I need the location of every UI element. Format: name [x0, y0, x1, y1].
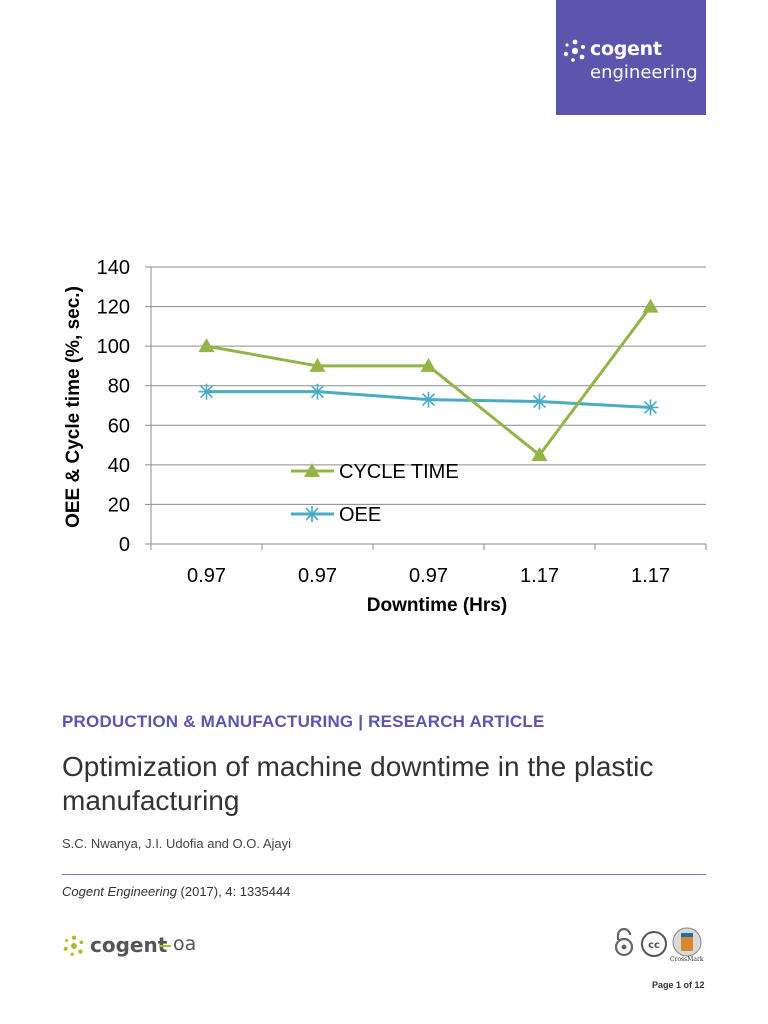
citation-details: (2017), 4: 1335444	[176, 884, 291, 899]
divider	[62, 874, 706, 875]
journal-brand-box: cogent engineering	[556, 0, 706, 115]
crossmark-icon[interactable]	[672, 927, 702, 957]
data-point	[642, 399, 659, 416]
x-tick-label: 1.17	[631, 565, 670, 587]
crossmark-label: CrossMark	[670, 956, 704, 963]
journal-name: Cogent Engineering	[62, 884, 177, 899]
article-authors: S.C. Nwanya, J.I. Udofia and O.O. Ajayi	[62, 836, 292, 851]
brand-subname: engineering	[590, 62, 698, 83]
data-point	[198, 338, 215, 353]
data-point	[309, 383, 326, 400]
data-point	[642, 298, 659, 313]
svg-text:cc: cc	[648, 940, 660, 951]
chart-series	[198, 298, 659, 461]
data-point	[198, 383, 215, 400]
chart-y-axis-label: OEE & Cycle time (%, sec.)	[63, 286, 84, 528]
brand-name: cogent	[590, 38, 662, 60]
y-tick-label: 20	[108, 494, 130, 516]
page-number: Page 1 of 12	[652, 980, 705, 990]
y-tick-label: 100	[97, 336, 130, 358]
series-line	[206, 305, 652, 458]
article-category: PRODUCTION & MANUFACTURING | RESEARCH AR…	[62, 712, 545, 731]
cogent-logo-icon	[563, 39, 585, 62]
data-point	[420, 357, 437, 372]
chart-gridlines	[151, 266, 706, 505]
creative-commons-icon[interactable]: cc	[640, 930, 668, 958]
data-point	[309, 357, 326, 372]
chart-x-axis-label: Downtime (Hrs)	[367, 595, 507, 616]
y-tick-label: 140	[97, 257, 130, 279]
data-point	[531, 393, 548, 410]
chart-axes: 0 20 40 60 80 100 120 140 0.97 0.97 0.97 1.17 1.17	[97, 257, 707, 587]
y-tick-label: 40	[108, 455, 130, 477]
x-tick-label: 1.17	[520, 565, 559, 587]
footer-brand-name: cogent	[90, 933, 168, 957]
cogent-oa-logo-icon	[63, 935, 84, 956]
legend-label: CYCLE TIME	[339, 461, 459, 483]
data-point	[531, 446, 548, 461]
y-tick-label: 0	[119, 534, 130, 556]
x-tick-label: 0.97	[409, 565, 448, 587]
x-tick-label: 0.97	[298, 565, 337, 587]
x-tick-label: 0.97	[187, 565, 226, 587]
open-access-icon[interactable]	[612, 928, 636, 958]
data-point	[420, 391, 437, 408]
footer-brand-suffix: oa	[173, 933, 197, 955]
y-tick-label: 120	[97, 297, 130, 319]
footer-brand-dash	[159, 945, 171, 947]
legend-label: OEE	[339, 504, 381, 526]
chart-legend: CYCLE TIME OEE	[291, 461, 459, 526]
article-citation: Cogent Engineering (2017), 4: 1335444	[62, 884, 290, 899]
y-tick-label: 80	[108, 376, 130, 398]
legend-marker	[304, 506, 320, 522]
y-tick-label: 60	[108, 415, 130, 437]
article-title: Optimization of machine downtime in the …	[62, 751, 654, 816]
chart: 0 20 40 60 80 100 120 140 0.97 0.97 0.97 1.17 1.17 C…	[63, 257, 707, 616]
legend-marker	[304, 463, 320, 477]
